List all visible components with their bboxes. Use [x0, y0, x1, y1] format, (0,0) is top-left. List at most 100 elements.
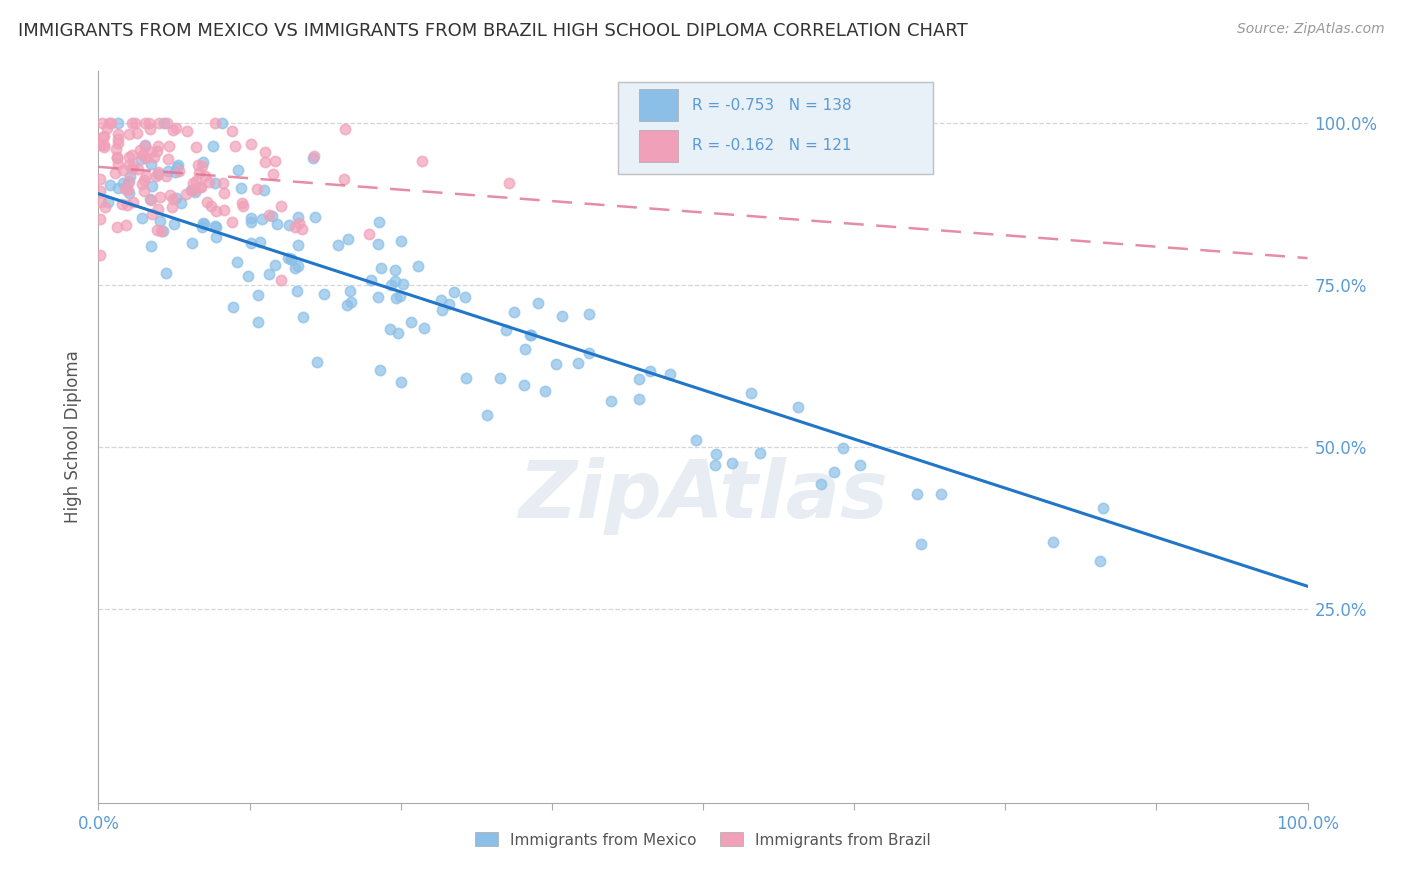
Point: [513, 377, 536, 392]
Point: [212, 176, 235, 190]
Point: [148, 202, 170, 217]
Point: [141, 145, 163, 159]
Point: [100, 116, 122, 130]
Point: [385, 292, 408, 306]
Legend: Immigrants from Mexico, Immigrants from Brazil: Immigrants from Mexico, Immigrants from …: [470, 826, 936, 854]
Point: [134, 137, 156, 152]
Point: [129, 143, 152, 157]
Point: [786, 400, 808, 414]
Text: R = -0.162   N = 121: R = -0.162 N = 121: [692, 138, 852, 153]
Point: [489, 371, 512, 385]
Point: [107, 132, 129, 146]
Point: [170, 196, 193, 211]
Point: [546, 357, 568, 371]
Point: [121, 159, 143, 173]
Point: [132, 184, 155, 198]
Text: R = -0.753   N = 138: R = -0.753 N = 138: [692, 98, 852, 112]
Point: [740, 386, 762, 401]
Point: [503, 305, 526, 319]
Point: [104, 142, 127, 156]
Point: [384, 274, 406, 288]
Point: [413, 321, 436, 335]
Point: [180, 183, 202, 197]
Point: [204, 229, 226, 244]
Point: [204, 176, 226, 190]
Point: [107, 127, 129, 141]
Point: [152, 116, 174, 130]
Point: [340, 295, 363, 310]
Point: [89, 171, 111, 186]
Point: [249, 235, 271, 249]
Point: [849, 458, 872, 472]
Point: [118, 174, 141, 188]
Point: [90, 194, 112, 209]
Point: [190, 179, 212, 194]
Bar: [638, 89, 678, 121]
Point: [389, 234, 412, 248]
Point: [312, 286, 335, 301]
Point: [204, 219, 226, 234]
Text: ZipAtlas: ZipAtlas: [517, 457, 889, 534]
Point: [145, 169, 167, 184]
FancyBboxPatch shape: [619, 82, 932, 174]
Point: [302, 149, 325, 163]
Point: [156, 152, 179, 166]
Point: [193, 169, 215, 183]
Point: [167, 164, 190, 178]
Point: [250, 212, 273, 227]
Point: [184, 185, 207, 199]
Point: [132, 148, 155, 162]
Text: Source: ZipAtlas.com: Source: ZipAtlas.com: [1237, 22, 1385, 37]
Point: [139, 193, 162, 207]
Point: [146, 164, 169, 178]
Point: [107, 220, 129, 235]
Point: [280, 252, 302, 266]
Point: [105, 151, 128, 165]
Point: [533, 384, 555, 398]
Point: [333, 121, 356, 136]
Point: [389, 375, 412, 389]
Point: [198, 175, 221, 189]
Point: [285, 284, 308, 298]
Point: [139, 121, 162, 136]
Point: [810, 476, 832, 491]
Point: [231, 195, 253, 210]
Point: [124, 116, 146, 130]
Point: [187, 158, 209, 172]
Point: [1091, 501, 1114, 516]
Point: [163, 217, 186, 231]
Point: [211, 116, 233, 130]
Point: [135, 152, 157, 166]
Point: [180, 235, 202, 250]
Point: [749, 446, 772, 460]
Point: [131, 177, 153, 191]
Point: [165, 191, 187, 205]
Point: [270, 199, 292, 213]
Point: [703, 458, 725, 472]
Point: [226, 162, 249, 177]
Point: [139, 193, 162, 207]
Point: [114, 182, 136, 196]
Point: [477, 408, 499, 422]
Point: [259, 208, 281, 222]
Point: [336, 298, 359, 312]
Point: [1090, 554, 1112, 568]
Point: [831, 441, 853, 455]
Point: [578, 307, 600, 321]
Point: [231, 181, 253, 195]
Point: [184, 139, 207, 153]
Point: [430, 302, 453, 317]
Point: [239, 215, 262, 229]
Point: [284, 220, 307, 235]
Point: [96, 120, 118, 135]
Point: [685, 433, 707, 447]
Point: [260, 209, 283, 223]
Point: [111, 176, 134, 190]
Point: [520, 327, 543, 342]
Point: [910, 536, 932, 550]
Point: [905, 487, 928, 501]
Point: [567, 356, 589, 370]
Point: [332, 171, 354, 186]
Point: [498, 176, 520, 190]
Point: [152, 224, 174, 238]
